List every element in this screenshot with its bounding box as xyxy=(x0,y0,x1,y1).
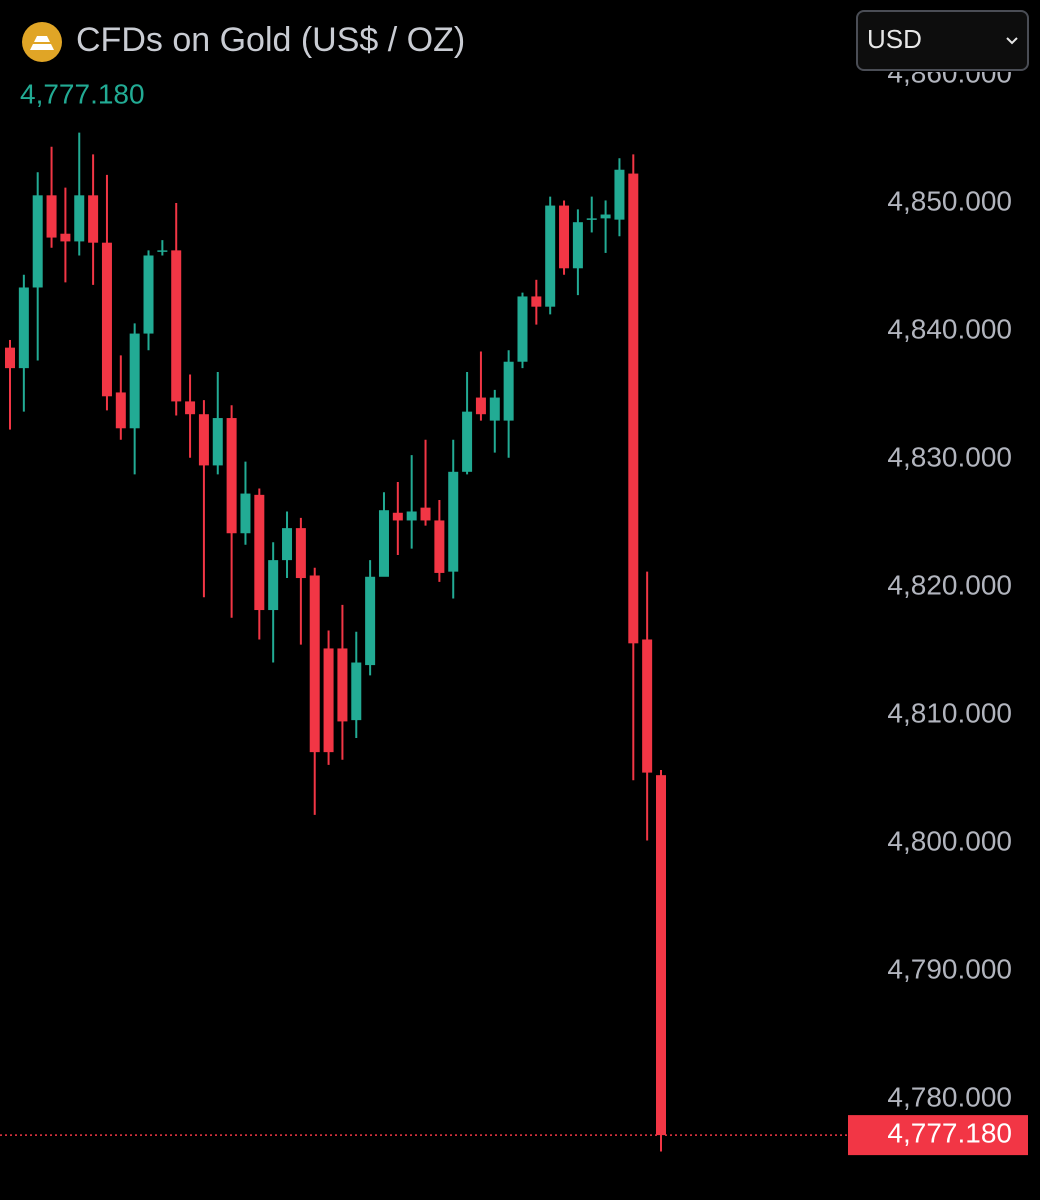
candle-body xyxy=(628,173,639,644)
candle-body xyxy=(434,520,445,573)
candle-body xyxy=(240,493,251,534)
candle-body xyxy=(392,512,403,521)
candle-body xyxy=(282,528,293,561)
candle-body xyxy=(143,255,154,334)
candle-body xyxy=(489,397,500,421)
y-tick-label: 4,850.000 xyxy=(887,185,1012,216)
last-price-badge xyxy=(848,1115,1028,1156)
candle-body xyxy=(559,205,570,269)
candle-body xyxy=(101,242,112,397)
candle-body xyxy=(129,333,140,429)
candle-body xyxy=(254,494,265,611)
header: CFDs on Gold (US$ / OZ) 4,777.180 USD xyxy=(20,10,1029,109)
candle-body xyxy=(18,287,29,369)
candle-body xyxy=(600,214,611,219)
dropdown-arrow xyxy=(1006,37,1018,45)
y-axis: 4,780.000 4,790.000 4,800.000 4,810.000 4,82… xyxy=(887,57,1012,1112)
last-price-label: 4,777.180 xyxy=(887,1117,1012,1148)
candle-body xyxy=(517,296,528,362)
candle-body xyxy=(642,639,653,773)
candle-body xyxy=(60,233,71,242)
candle-body xyxy=(171,250,182,402)
candle-body xyxy=(462,411,473,472)
candle-body xyxy=(5,347,15,369)
candle-body xyxy=(46,195,57,238)
candle-body xyxy=(420,507,431,521)
y-tick-label: 4,840.000 xyxy=(887,313,1012,344)
candle-body xyxy=(475,397,486,415)
candle-body xyxy=(157,250,168,252)
candle-body xyxy=(572,222,583,269)
candle-body xyxy=(88,195,99,243)
y-tick-label: 4,830.000 xyxy=(887,441,1012,472)
candle-body xyxy=(115,392,126,429)
currency-label: USD xyxy=(867,24,922,54)
candle-body xyxy=(351,662,362,721)
candle-body xyxy=(212,418,223,466)
y-tick-label: 4,810.000 xyxy=(887,697,1012,728)
candle-body xyxy=(268,560,279,611)
candle-body xyxy=(323,648,334,753)
candle-body xyxy=(365,576,376,666)
plot-area: 4,777.180 xyxy=(0,132,1028,1156)
y-tick-label: 4,790.000 xyxy=(887,953,1012,984)
candle-body xyxy=(337,648,348,722)
y-tick-label: 4,780.000 xyxy=(887,1081,1012,1112)
symbol-title: CFDs on Gold (US$ / OZ) xyxy=(76,21,465,59)
candle-body xyxy=(295,528,306,579)
candle-body xyxy=(531,296,542,307)
candle-body xyxy=(32,195,43,288)
candle-body xyxy=(406,511,417,521)
currency-dropdown[interactable] xyxy=(856,10,1029,71)
candle-body xyxy=(226,418,237,534)
candle-body xyxy=(503,361,514,421)
candle-body xyxy=(656,775,666,1136)
candle-body xyxy=(545,205,556,307)
y-tick-label: 4,820.000 xyxy=(887,569,1012,600)
gold-bars-icon xyxy=(30,36,54,50)
candle-body xyxy=(586,218,597,220)
candle-body xyxy=(309,575,320,753)
candle-body xyxy=(614,169,625,220)
candle-body xyxy=(378,510,389,577)
candle-body xyxy=(74,195,85,242)
candle-body xyxy=(185,401,196,415)
candle-body xyxy=(198,414,209,466)
current-price: 4,777.180 xyxy=(20,78,145,109)
y-tick-label: 4,800.000 xyxy=(887,825,1012,856)
y-tick-label: 4,860.000 xyxy=(887,57,1012,88)
candle-body xyxy=(448,471,459,572)
